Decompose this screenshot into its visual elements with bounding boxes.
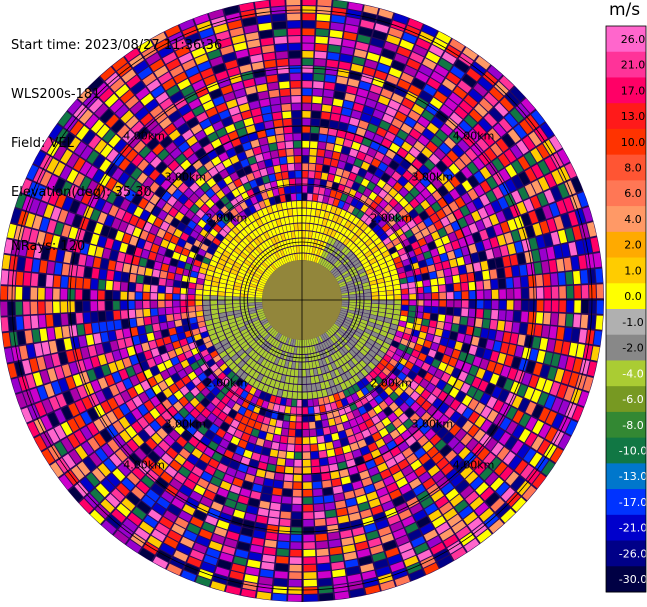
colorbar-segment <box>606 26 646 53</box>
colorbar-tick-label: 13.0 <box>621 110 646 123</box>
axis-lines <box>0 0 604 602</box>
colorbar-segment <box>606 489 646 516</box>
colorbar: 26.0 21.0 17.0 13.0 10.0 8.0 6.0 4.0 2.0 1.0 0.0 -1… <box>605 25 647 593</box>
colorbar-tick-label: -8.0 <box>622 419 643 432</box>
range-ring-label: 3.00km <box>164 170 206 183</box>
colorbar-segment <box>606 128 646 156</box>
range-ring-labels: 2.00km 2.00km 2.00km 2.00km 3.00km 3.00km 3.00… <box>123 129 494 471</box>
colorbar-segment <box>606 180 646 207</box>
colorbar-tick-label: 8.0 <box>624 162 642 175</box>
colorbar-tick-label: -10.0 <box>619 445 647 458</box>
colorbar-segment <box>606 514 646 542</box>
colorbar-tick-label: -13.0 <box>619 470 647 483</box>
colorbar-tick-label: 17.0 <box>621 84 646 97</box>
colorbar-tick-label: 26.0 <box>621 33 646 46</box>
colorbar-segment <box>606 257 646 284</box>
colorbar-tick-label: -6.0 <box>622 393 643 406</box>
nrays-label: NRays: 120 <box>11 238 86 254</box>
colorbar-segment <box>606 77 646 104</box>
range-ring-label: 3.00km <box>164 418 206 431</box>
range-ring-label: 4.00km <box>453 129 495 142</box>
colorbar-segment <box>606 411 646 439</box>
elevation-label: Elevation(deg): 35.30 <box>11 185 152 201</box>
colorbar-unit: m/s <box>609 0 641 20</box>
colorbar-segment <box>606 283 646 310</box>
colorbar-segment <box>606 231 646 259</box>
range-ring-label: 2.00km <box>206 212 248 225</box>
colorbar-tick-label: -2.0 <box>622 342 643 355</box>
scan-info: Start time: 2023/08/27 11:36:36 WLS200s-… <box>11 5 222 271</box>
colorbar-segment <box>606 206 646 233</box>
range-ring-label: 2.00km <box>206 376 248 389</box>
range-ring-label: 4.00km <box>123 459 165 472</box>
colorbar-segment <box>606 386 646 413</box>
range-ring-label: 4.00km <box>123 129 165 142</box>
colorbar-segment <box>606 566 646 593</box>
station-label: WLS200s-181 <box>11 87 101 103</box>
range-ring-label: 4.00km <box>453 459 495 472</box>
colorbar-segment <box>606 334 646 361</box>
colorbar-tick-label: -17.0 <box>619 496 647 509</box>
colorbar-tick-label: -4.0 <box>622 367 643 380</box>
field-label: Field: VEL <box>11 136 74 152</box>
colorbar-tick-label: 6.0 <box>624 187 642 200</box>
colorbar-segment <box>606 309 646 336</box>
start-time-label: Start time: 2023/08/27 11:36:36 <box>11 37 223 53</box>
colorbar-tick-label: -26.0 <box>619 547 647 560</box>
colorbar-segment <box>606 463 646 490</box>
colorbar-segment <box>606 154 646 181</box>
range-ring-label: 2.00km <box>370 212 412 225</box>
colorbar-tick-label: -21.0 <box>619 522 647 535</box>
colorbar-tick-label: 0.0 <box>624 290 642 303</box>
colorbar-segment <box>606 103 646 130</box>
colorbar-segment <box>606 437 646 464</box>
colorbar-tick-label: 2.0 <box>624 239 642 252</box>
colorbar-tick-label: 21.0 <box>621 59 646 72</box>
colorbar-tick-label: -1.0 <box>622 316 643 329</box>
colorbar-tick-label: 4.0 <box>624 213 642 226</box>
range-ring-label: 2.00km <box>370 376 412 389</box>
colorbar-tick-label: -30.0 <box>619 573 647 586</box>
range-ring-label: 3.00km <box>412 170 454 183</box>
velocity-field <box>0 0 604 602</box>
range-ring-label: 3.00km <box>412 418 454 431</box>
colorbar-tick-label: 10.0 <box>621 136 646 149</box>
colorbar-segment <box>606 540 646 567</box>
colorbar-segment <box>606 51 646 78</box>
colorbar-segment <box>606 360 646 387</box>
colorbar-tick-label: 1.0 <box>624 264 642 277</box>
